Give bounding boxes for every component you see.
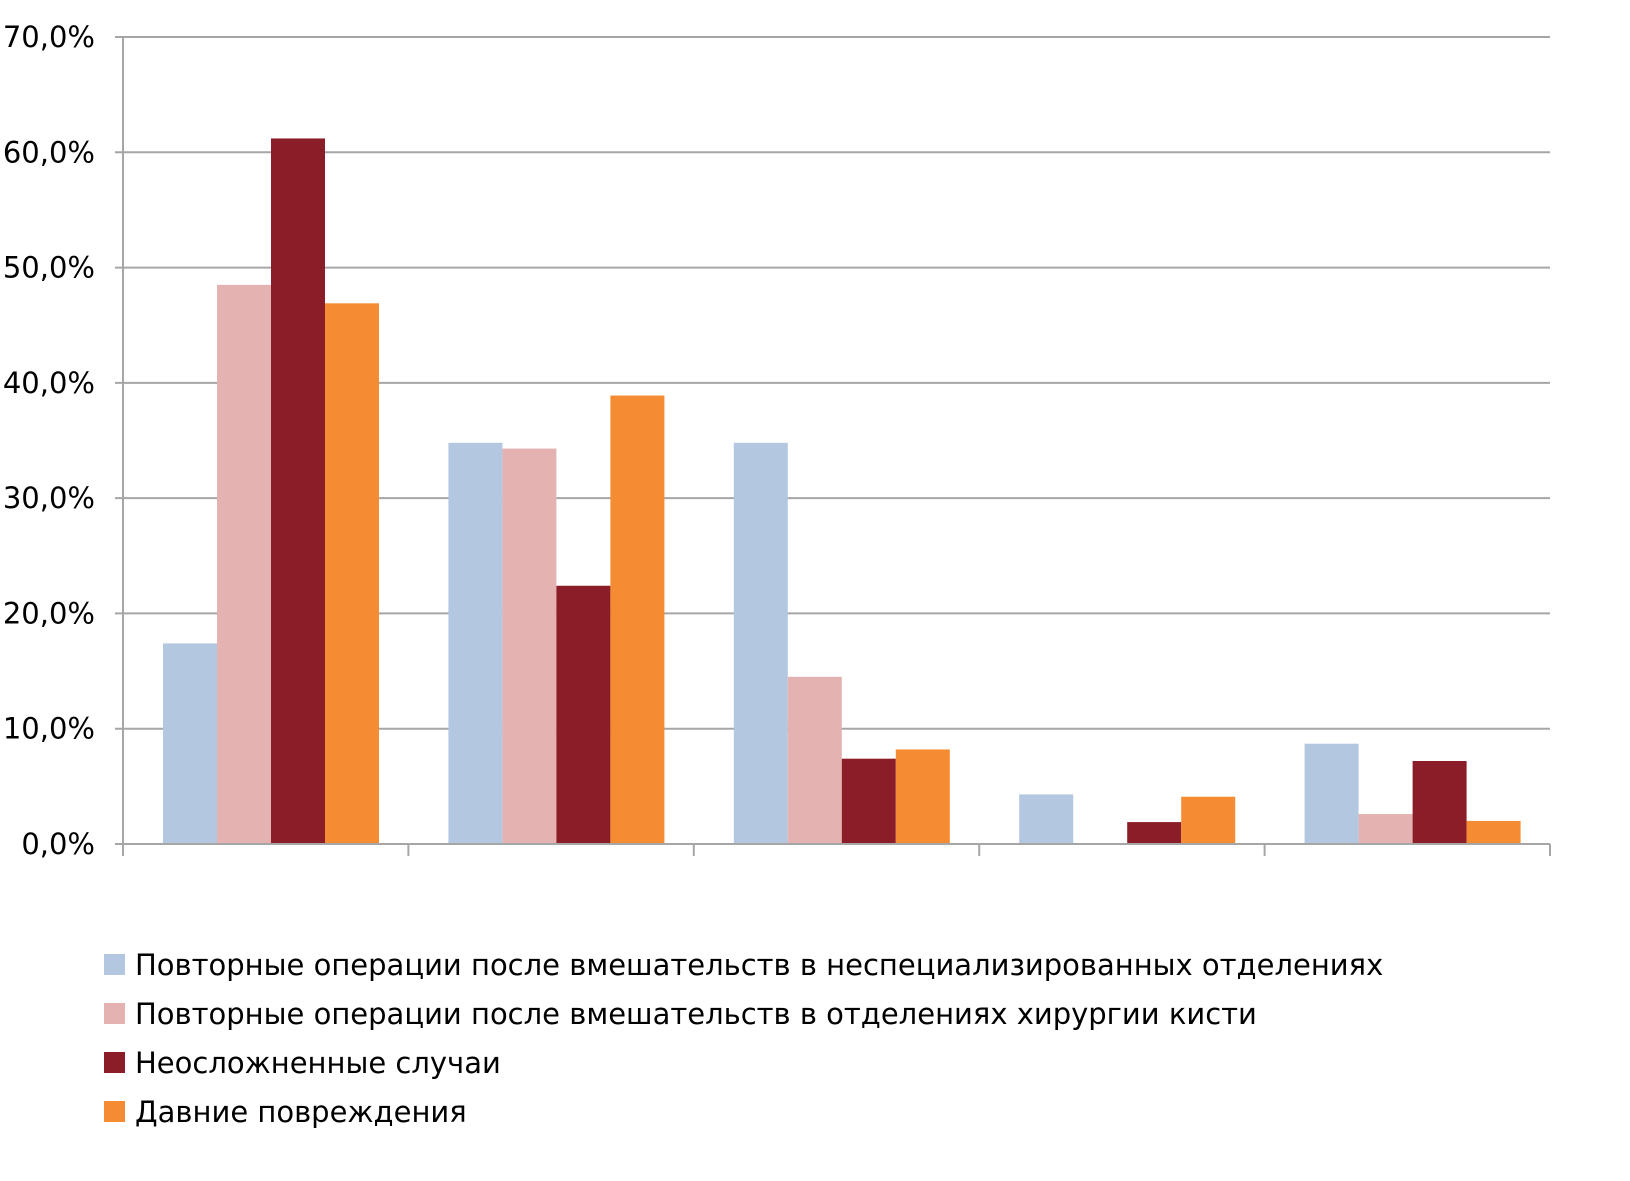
legend-item: Неосложненные случаи	[104, 1038, 1383, 1087]
bar	[841, 758, 896, 844]
bar	[895, 749, 950, 844]
bars	[163, 138, 1521, 845]
y-tick-label: 30,0%	[3, 481, 95, 515]
legend-swatch	[104, 1101, 125, 1122]
legend-swatch	[104, 1052, 125, 1073]
y-tick-label: 0,0%	[21, 827, 95, 861]
legend-label: Повторные операции после вмешательств в …	[135, 996, 1257, 1031]
bar	[1358, 814, 1413, 844]
y-axis-ticks: 0,0% 10,0% 20,0% 30,0% 40,0% 50,0% 60,0% 70,0%	[3, 20, 95, 861]
bar	[1019, 794, 1074, 844]
bar	[1304, 743, 1359, 844]
y-tick-label: 70,0%	[3, 20, 95, 54]
bar	[733, 442, 788, 844]
bar	[1466, 820, 1521, 844]
bar-chart: 0,0% 10,0% 20,0% 30,0% 40,0% 50,0% 60,0% 70,0%	[3, 20, 1551, 861]
y-tick-label: 60,0%	[3, 135, 95, 169]
legend-label: Повторные операции после вмешательств в …	[135, 947, 1384, 982]
legend: Повторные операции после вмешательств в …	[104, 940, 1383, 1136]
bar	[1127, 822, 1182, 844]
bar	[325, 303, 379, 844]
bar	[556, 585, 611, 844]
bar	[163, 643, 217, 844]
y-tick-label: 20,0%	[3, 596, 95, 630]
bar	[787, 676, 842, 844]
bar	[610, 395, 665, 844]
bar	[1181, 796, 1236, 844]
legend-swatch	[104, 954, 125, 975]
bar	[1412, 760, 1467, 844]
legend-item: Повторные операции после вмешательств в …	[104, 940, 1383, 989]
axes	[122, 37, 1551, 856]
y-tick-label: 40,0%	[3, 366, 95, 400]
legend-swatch	[104, 1003, 125, 1024]
legend-item: Повторные операции после вмешательств в …	[104, 989, 1383, 1038]
bar	[271, 138, 325, 845]
legend-label: Неосложненные случаи	[135, 1045, 501, 1080]
bar	[502, 448, 557, 844]
bar	[217, 284, 271, 845]
y-tick-label: 50,0%	[3, 251, 95, 285]
y-tick-label: 10,0%	[3, 712, 95, 746]
legend-item: Давние повреждения	[104, 1087, 1383, 1136]
legend-label: Давние повреждения	[135, 1094, 467, 1129]
bar	[448, 442, 503, 844]
